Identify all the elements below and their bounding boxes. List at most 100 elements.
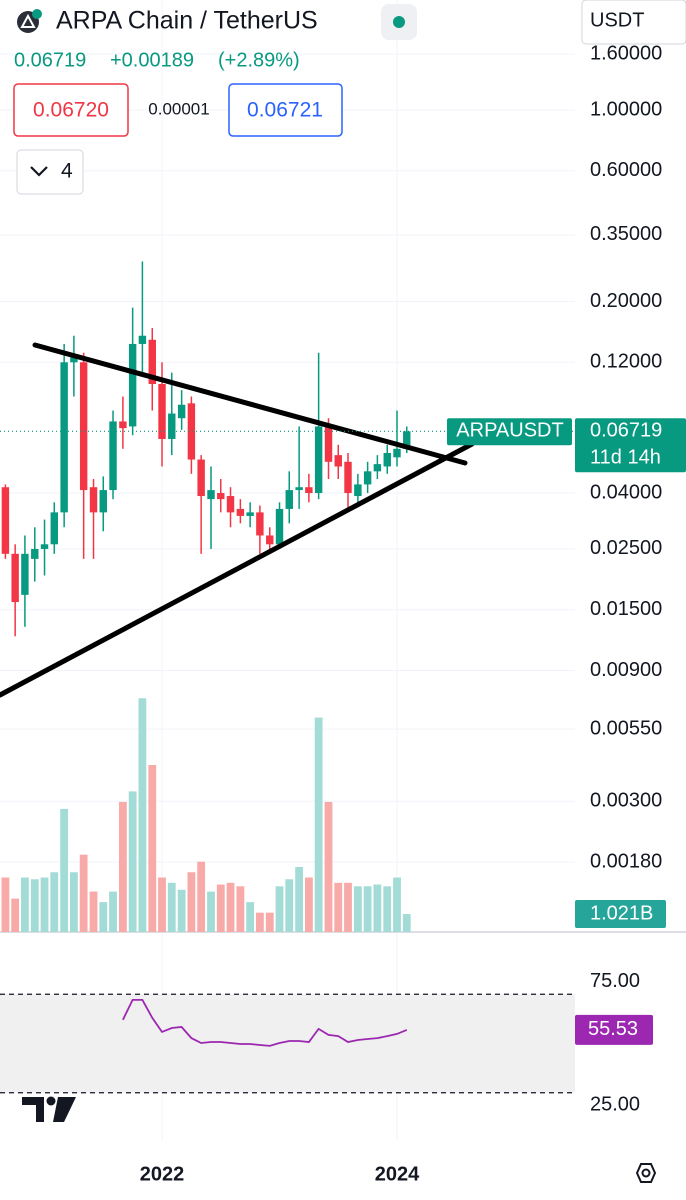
volume-bar bbox=[158, 877, 166, 932]
y-tick-label: 0.00550 bbox=[590, 717, 662, 739]
candle-body bbox=[246, 512, 254, 516]
volume-bar bbox=[226, 882, 235, 932]
candle-body bbox=[197, 459, 205, 497]
volume-badge bbox=[575, 900, 666, 929]
trendline bbox=[0, 441, 475, 698]
currency-button[interactable] bbox=[581, 0, 686, 45]
candle-body bbox=[354, 484, 362, 497]
candle-body bbox=[99, 490, 107, 513]
y-tick-label: 0.00900 bbox=[590, 659, 662, 681]
candle-body bbox=[393, 448, 401, 458]
candle-body bbox=[363, 471, 372, 485]
exchange-badge bbox=[32, 9, 42, 19]
volume-badge-label: 1.021B bbox=[590, 902, 653, 924]
indicator-count: 4 bbox=[61, 160, 73, 183]
buy-button[interactable] bbox=[228, 83, 343, 137]
candle-body bbox=[11, 553, 19, 603]
chevron-icon bbox=[30, 166, 48, 177]
symbol-logo-mark bbox=[20, 13, 36, 28]
candle-body bbox=[158, 383, 166, 439]
x-tick-label: 2022 bbox=[140, 1163, 185, 1185]
volume-bar bbox=[344, 882, 352, 932]
volume-bar bbox=[1, 877, 10, 932]
candle-body bbox=[79, 362, 88, 491]
volume-bar bbox=[197, 861, 206, 932]
volume-bar bbox=[109, 891, 117, 932]
settings-icon[interactable] bbox=[635, 1163, 657, 1183]
indicators-toggle[interactable] bbox=[16, 149, 84, 195]
candle-body bbox=[285, 490, 293, 509]
candle-body bbox=[314, 426, 323, 494]
candle-body bbox=[168, 413, 176, 439]
symbol-badge bbox=[447, 418, 572, 446]
volume-bar bbox=[216, 884, 225, 932]
marks bbox=[1, 261, 411, 1047]
y-tick-label: 0.00300 bbox=[590, 790, 662, 812]
candle-body bbox=[295, 487, 303, 491]
rsi-band-fill bbox=[0, 994, 575, 1093]
volume-bar bbox=[246, 902, 255, 932]
candle-body bbox=[275, 508, 284, 545]
candle-body bbox=[31, 548, 39, 559]
candle-body bbox=[217, 493, 225, 500]
candle-body bbox=[207, 490, 215, 500]
rsi-line bbox=[122, 999, 408, 1047]
candle-body bbox=[21, 553, 29, 595]
volume-bar bbox=[383, 886, 392, 932]
ask-price: 0.06721 bbox=[247, 99, 323, 122]
candle-body bbox=[187, 403, 196, 460]
trendline bbox=[32, 342, 468, 466]
volume-bar bbox=[373, 884, 382, 932]
currency-label: USDT bbox=[590, 9, 644, 31]
y-tick-label: 1.00000 bbox=[590, 98, 662, 120]
footer bbox=[22, 1096, 657, 1183]
price-change: +0.00189 bbox=[110, 49, 194, 71]
candle-body bbox=[138, 335, 147, 344]
y-tick-label: 0.20000 bbox=[590, 290, 662, 312]
candle-body bbox=[148, 339, 156, 384]
candle-body bbox=[373, 464, 382, 472]
volume-bar bbox=[265, 912, 274, 932]
rsi-tick-label: 75.00 bbox=[590, 970, 640, 992]
volume-bar bbox=[285, 879, 294, 932]
candle-body bbox=[236, 508, 245, 516]
y-tick-label: 0.60000 bbox=[590, 159, 662, 181]
candle-body bbox=[266, 535, 274, 545]
volume-bar bbox=[255, 912, 264, 932]
volume-bar bbox=[11, 898, 20, 932]
volume-bar bbox=[295, 866, 304, 932]
price-badge-value: 0.06719 bbox=[590, 420, 662, 442]
y-tick-label: 0.12000 bbox=[590, 351, 662, 373]
volume-bar bbox=[275, 886, 284, 932]
volume-bar bbox=[99, 902, 108, 932]
rsi-badge-label: 55.53 bbox=[588, 1018, 638, 1040]
price-badge bbox=[575, 418, 686, 473]
volume-bar bbox=[187, 872, 196, 932]
price-badge-countdown: 11d 14h bbox=[590, 447, 661, 469]
tradingview-logo bbox=[22, 1097, 44, 1122]
x-tick-label: 2024 bbox=[375, 1163, 420, 1185]
volume-bar bbox=[70, 872, 78, 932]
volume-bar bbox=[207, 891, 215, 932]
candle-body bbox=[50, 512, 58, 545]
volume-bar bbox=[314, 717, 323, 932]
overlay: ARPAUSDT 0.06719 11d 14h 1.021B 55.53 bbox=[0, 418, 686, 1045]
symbol-title: ARPA Chain / TetherUS bbox=[56, 7, 318, 35]
volume-bar bbox=[118, 801, 127, 932]
tradingview-logo bbox=[53, 1097, 76, 1122]
candle-body bbox=[334, 455, 342, 467]
volume-bar bbox=[128, 791, 137, 932]
volume-bar bbox=[304, 877, 313, 932]
sell-button[interactable] bbox=[13, 83, 129, 137]
volume-bar bbox=[353, 886, 362, 932]
y-tick-label: 0.02500 bbox=[590, 537, 662, 559]
candle-body bbox=[324, 426, 333, 462]
y-tick-label: 0.01500 bbox=[590, 598, 662, 620]
volume-bar bbox=[79, 854, 88, 932]
candle-body bbox=[403, 431, 411, 449]
volume-bar bbox=[50, 872, 59, 932]
volume-bar bbox=[177, 889, 186, 932]
spread: 0.00001 bbox=[148, 99, 209, 118]
